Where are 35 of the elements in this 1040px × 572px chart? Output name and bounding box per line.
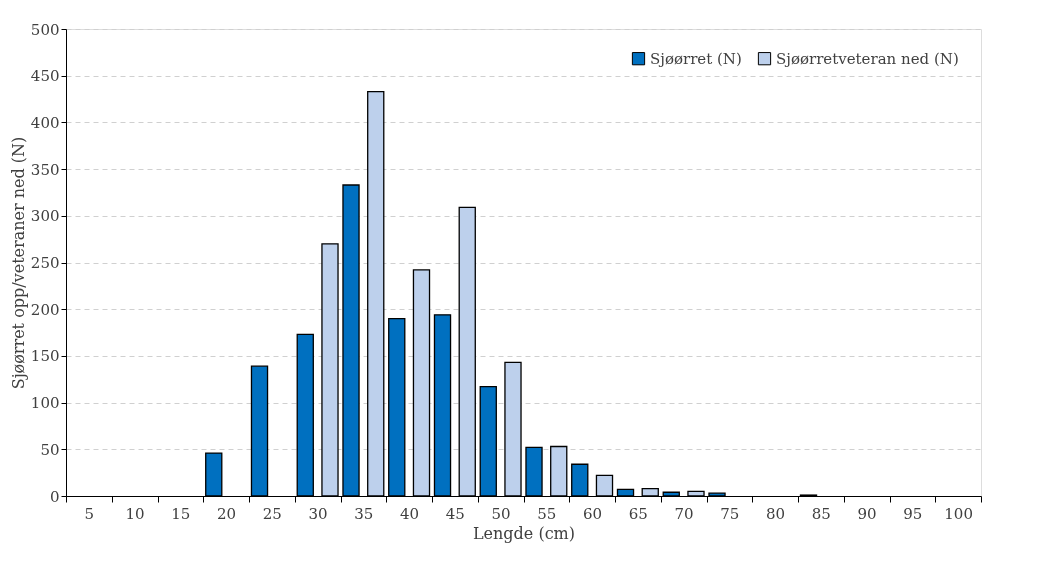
x-tick-label: 45	[445, 504, 465, 523]
y-tick-label: 0	[49, 487, 60, 506]
x-tick-label: 85	[811, 504, 831, 523]
x-tick-label: 15	[171, 504, 191, 523]
y-tick-label: 350	[30, 160, 60, 179]
x-tick-label: 90	[857, 504, 877, 523]
x-tick-label: 25	[262, 504, 282, 523]
x-tick-label: 50	[491, 504, 511, 523]
x-tick-label: 75	[720, 504, 740, 523]
y-tick-label: 500	[30, 20, 60, 39]
y-axis-title: Sjøørret opp/veteraner ned (N)	[8, 136, 28, 390]
y-tick-label: 400	[30, 113, 60, 132]
x-axis-title: Lengde (cm)	[472, 523, 576, 543]
y-tick-label: 200	[30, 300, 60, 319]
x-tick-label: 80	[766, 504, 786, 523]
x-tick-label: 5	[84, 504, 95, 523]
x-tick-label: 55	[537, 504, 557, 523]
y-tick-label: 50	[40, 440, 60, 459]
y-tick-label: 250	[30, 254, 60, 272]
x-tick-label: 65	[628, 504, 648, 523]
x-tick-label: 95	[903, 504, 923, 523]
y-tick-label: 300	[30, 207, 60, 226]
x-tick-label: 70	[674, 504, 694, 523]
x-tick-label: 10	[125, 504, 145, 523]
x-tick-label: 100	[944, 504, 973, 523]
legend-label: Sjøørret (N)	[650, 49, 742, 68]
y-tick-label: 100	[30, 394, 60, 413]
x-tick-label: 30	[308, 504, 328, 523]
x-tick-label: 40	[400, 504, 420, 523]
legend-label: Sjøørretveteran ned (N)	[776, 49, 959, 68]
x-tick-label: 60	[583, 504, 603, 523]
y-tick-label: 450	[30, 67, 60, 86]
y-tick-label: 150	[30, 347, 60, 366]
x-tick-label: 20	[217, 504, 237, 523]
x-tick-label: 35	[354, 504, 374, 523]
